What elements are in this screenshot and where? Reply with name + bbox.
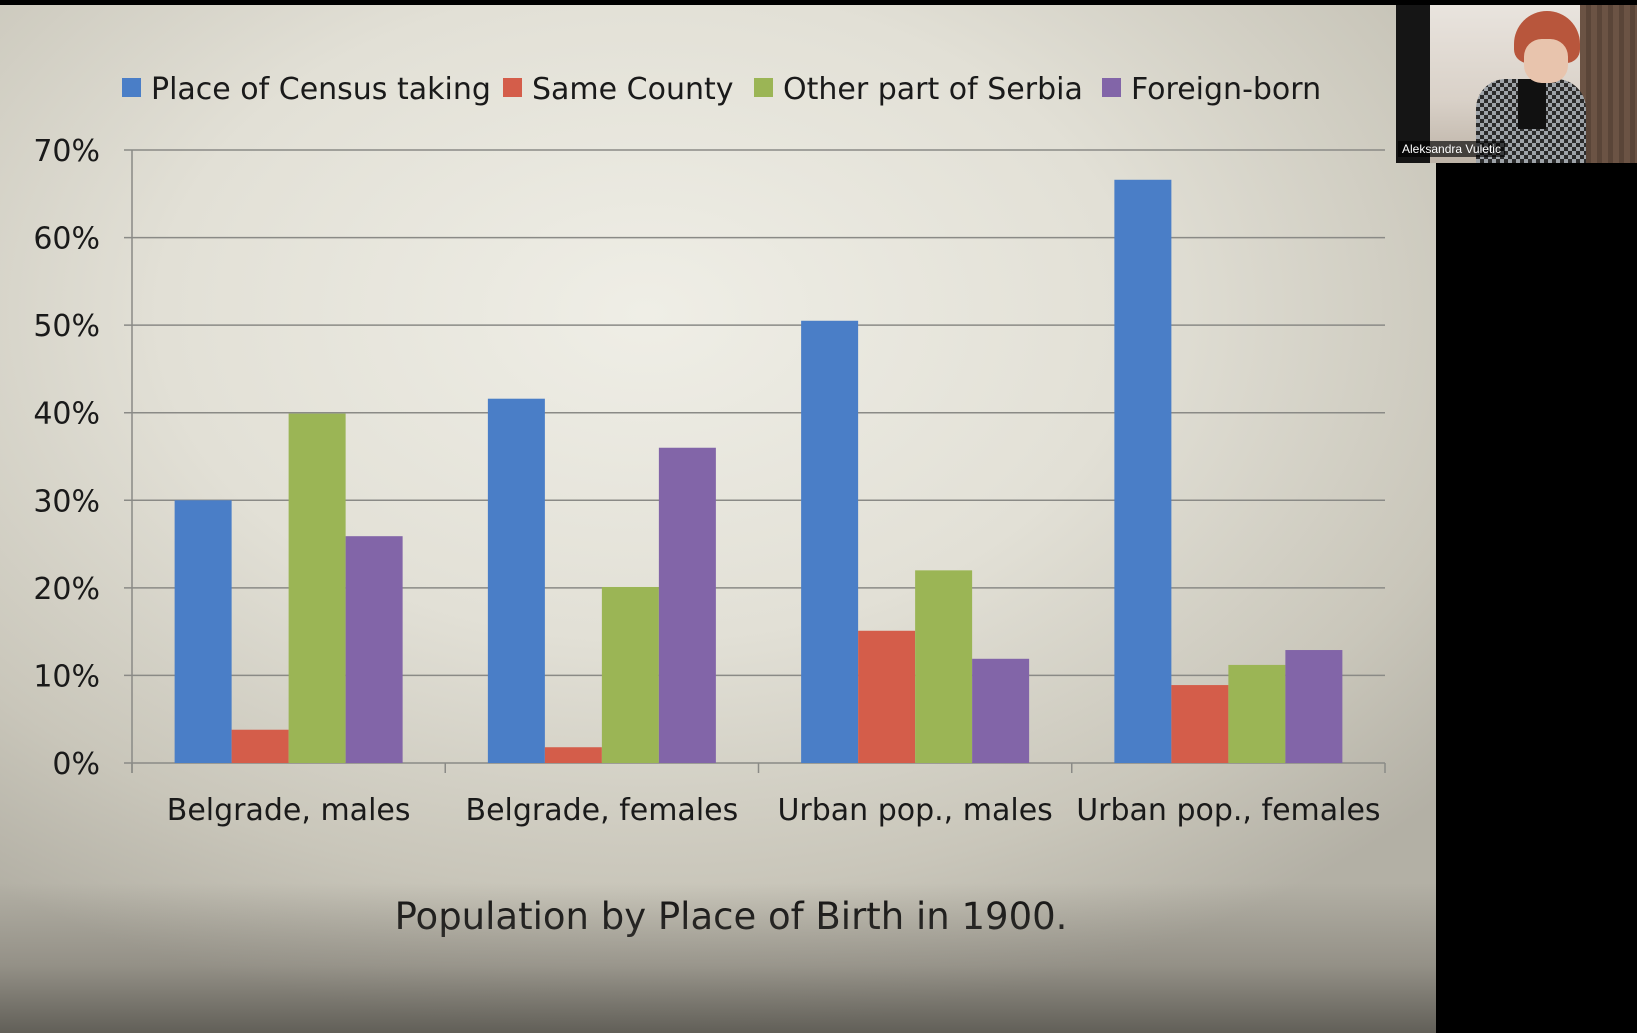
bar	[972, 658, 1030, 763]
legend-label: Other part of Serbia	[783, 72, 1083, 107]
participant-face	[1524, 39, 1568, 83]
legend-swatch	[1102, 78, 1121, 97]
x-tick-label: Belgrade, females	[465, 793, 738, 828]
y-tick-label: 50%	[33, 309, 100, 344]
presentation-slide: Place of Census taking Same County Other p…	[0, 5, 1436, 1033]
bar	[544, 747, 602, 763]
bar	[345, 536, 403, 763]
legend-swatch	[754, 78, 773, 97]
y-tick-label: 20%	[33, 572, 100, 607]
participant-video-tile[interactable]: Aleksandra Vuletic	[1396, 5, 1637, 163]
legend-swatch	[503, 78, 522, 97]
legend-label: Place of Census taking	[151, 72, 491, 107]
bar	[658, 447, 716, 763]
chart-bars	[174, 179, 1343, 763]
bar	[288, 413, 346, 763]
video-background-curtain	[1580, 5, 1637, 163]
right-black-panel	[1436, 0, 1637, 1033]
bar	[487, 398, 545, 763]
y-tick-label: 10%	[33, 659, 100, 694]
bar	[174, 500, 232, 763]
bar	[1285, 650, 1343, 763]
chart-title: Population by Place of Birth in 1900.	[395, 895, 1068, 938]
bar	[801, 320, 859, 763]
bar	[1228, 664, 1286, 763]
y-tick-label: 0%	[52, 747, 100, 782]
x-tick-label: Urban pop., females	[1076, 793, 1380, 828]
legend-label: Foreign-born	[1131, 72, 1321, 107]
bar	[1114, 179, 1172, 763]
bar	[858, 630, 916, 763]
x-tick-label: Urban pop., males	[777, 793, 1052, 828]
y-tick-label: 40%	[33, 397, 100, 432]
y-tick-label: 70%	[33, 134, 100, 169]
bar	[915, 570, 973, 763]
video-background-dark	[1396, 5, 1430, 163]
chart-legend: Place of Census taking Same County Other p…	[122, 72, 1321, 107]
y-axis-ticks: 0% 10% 20% 30% 40% 50% 60% 70%	[33, 134, 100, 782]
participant-collar	[1518, 79, 1546, 129]
x-tick-label: Belgrade, males	[167, 793, 411, 828]
participant-name-label: Aleksandra Vuletic	[1398, 141, 1505, 157]
x-axis: Belgrade, males Belgrade, females Urban po…	[131, 150, 1386, 828]
bar-chart: Place of Census taking Same County Other p…	[33, 72, 1386, 938]
legend-swatch	[122, 78, 141, 97]
bar	[601, 586, 659, 763]
bar	[231, 729, 289, 763]
legend-label: Same County	[532, 72, 734, 107]
bar	[1171, 685, 1229, 763]
y-tick-label: 60%	[33, 222, 100, 257]
y-tick-label: 30%	[33, 484, 100, 519]
